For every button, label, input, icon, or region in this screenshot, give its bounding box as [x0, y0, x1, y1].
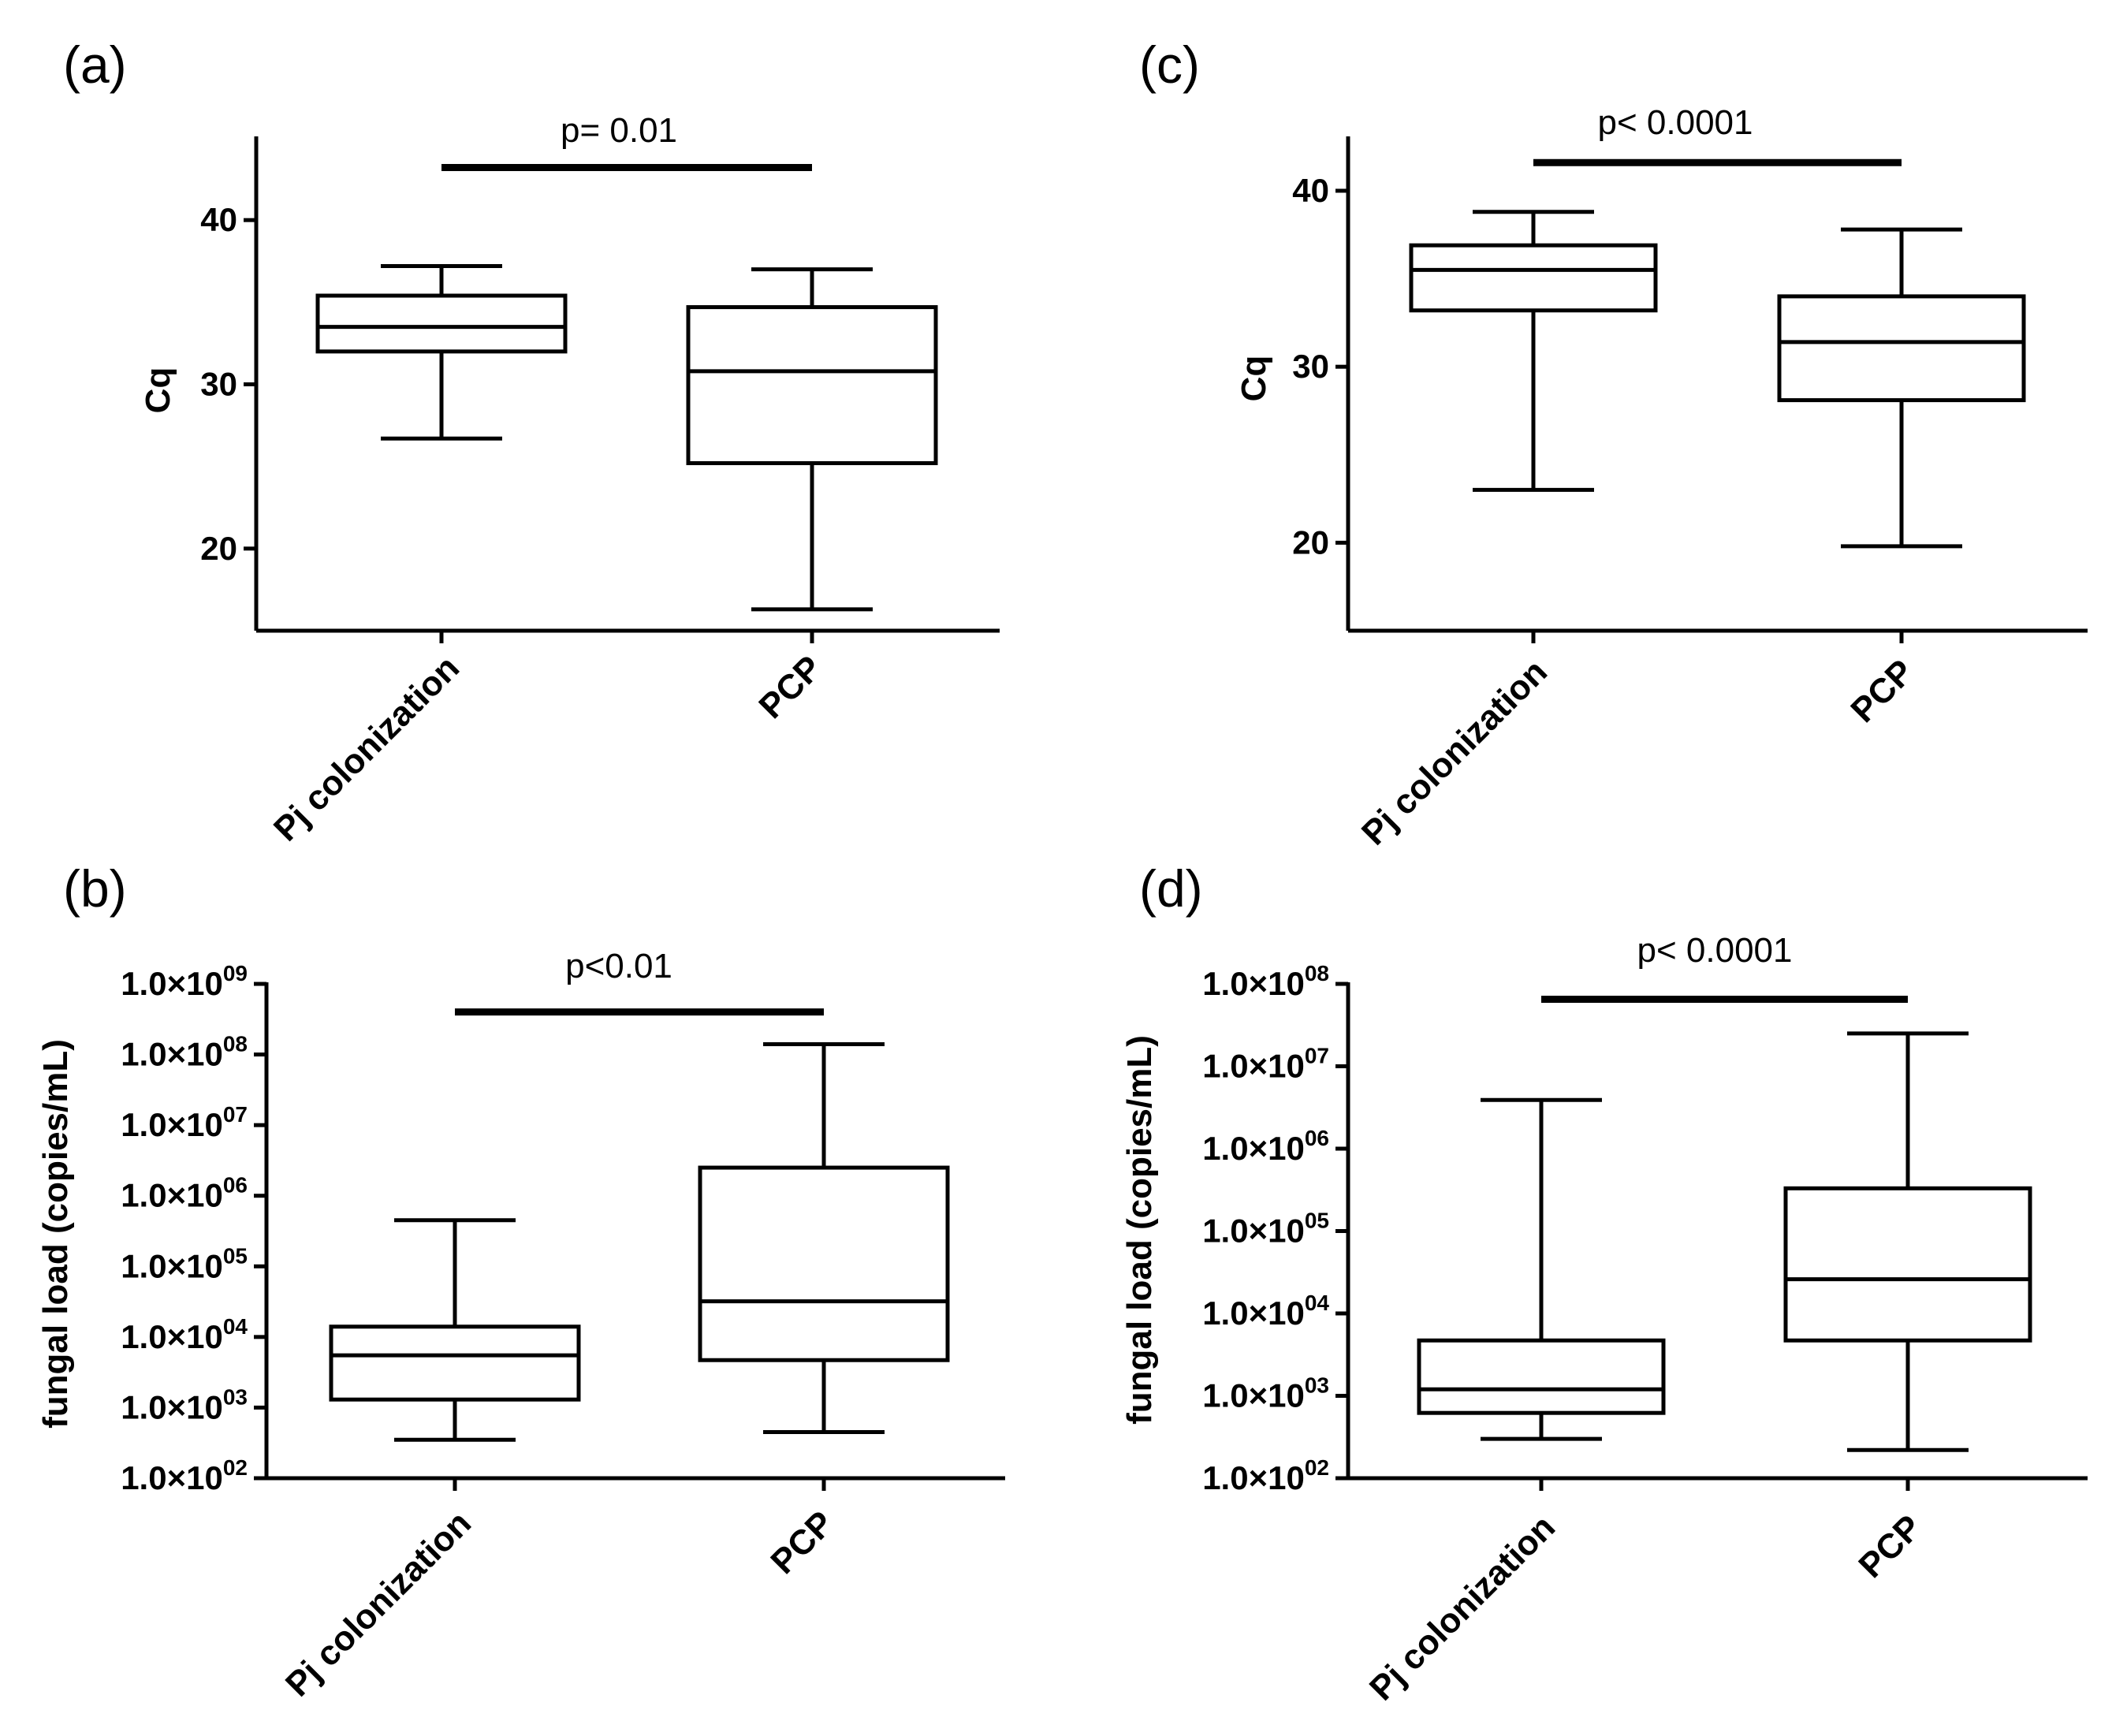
category-label: PCP — [1851, 1507, 1929, 1585]
category-label: Pj colonization — [1354, 652, 1555, 852]
y-tick-label: 40 — [200, 201, 237, 238]
y-tick-label: 1.0×1007 — [121, 1102, 248, 1143]
y-tick-label: 20 — [1292, 523, 1329, 561]
box — [1783, 1186, 2032, 1343]
box — [315, 293, 568, 354]
y-tick-label: 1.0×1002 — [121, 1455, 248, 1496]
category-label: PCP — [751, 648, 829, 726]
box — [1409, 243, 1658, 313]
panel-a: (a) Cq p= 0.01 Pj colonization PCP 20 30 4… — [63, 35, 1000, 849]
category-label: PCP — [763, 1503, 841, 1581]
panel-label: (c) — [1139, 35, 1200, 94]
y-tick-label: 1.0×1003 — [1202, 1373, 1329, 1414]
significance-label: p<0.01 — [565, 947, 672, 985]
y-tick-label: 1.0×1006 — [121, 1173, 248, 1214]
y-tick-label: 40 — [1292, 172, 1329, 209]
y-tick-label: 20 — [200, 530, 237, 567]
y-tick-label: 1.0×1006 — [1202, 1126, 1329, 1167]
y-tick-label: 1.0×1004 — [121, 1314, 248, 1355]
y-tick-label: 1.0×1003 — [121, 1384, 248, 1425]
panel-d: (d) fungal load (copies/mL) p< 0.0001 Pj… — [1120, 859, 2088, 1708]
y-tick-label: 1.0×1004 — [1202, 1291, 1329, 1332]
significance-label: p= 0.01 — [561, 111, 677, 150]
significance-label: p< 0.0001 — [1637, 931, 1793, 970]
significance-label: p< 0.0001 — [1598, 103, 1753, 142]
panel-label: (b) — [63, 859, 127, 918]
y-axis-label: Cq — [139, 367, 177, 414]
panel-b: (b) fungal load (copies/mL) p<0.01 Pj co… — [36, 859, 1005, 1704]
y-tick-label: 1.0×1002 — [1202, 1455, 1329, 1496]
y-axis-label: fungal load (copies/mL) — [1120, 1035, 1159, 1425]
y-tick-label: 1.0×1005 — [1202, 1209, 1329, 1250]
y-tick-label: 30 — [1292, 348, 1329, 385]
panel-label: (a) — [63, 35, 127, 94]
box — [686, 305, 938, 466]
box — [698, 1165, 950, 1362]
category-label: Pj colonization — [1362, 1507, 1563, 1708]
y-axis-label: Cq — [1235, 356, 1273, 402]
y-tick-label: 1.0×1007 — [1202, 1044, 1329, 1085]
box — [1417, 1338, 1666, 1415]
y-tick-label: 30 — [200, 366, 237, 403]
category-label: Pj colonization — [266, 648, 467, 848]
category-label: Pj colonization — [278, 1503, 479, 1704]
category-label: PCP — [1843, 652, 1921, 730]
y-tick-label: 1.0×1005 — [121, 1243, 248, 1284]
y-tick-label: 1.0×1009 — [121, 961, 248, 1002]
panel-c: (c) Cq p< 0.0001 Pj colonization PCP 20 3… — [1139, 35, 2088, 853]
y-tick-label: 1.0×1008 — [1202, 961, 1329, 1002]
panel-label: (d) — [1139, 859, 1203, 918]
box — [329, 1324, 581, 1402]
y-axis-label: fungal load (copies/mL) — [36, 1039, 75, 1429]
y-tick-label: 1.0×1008 — [121, 1032, 248, 1073]
box — [1777, 294, 2026, 403]
